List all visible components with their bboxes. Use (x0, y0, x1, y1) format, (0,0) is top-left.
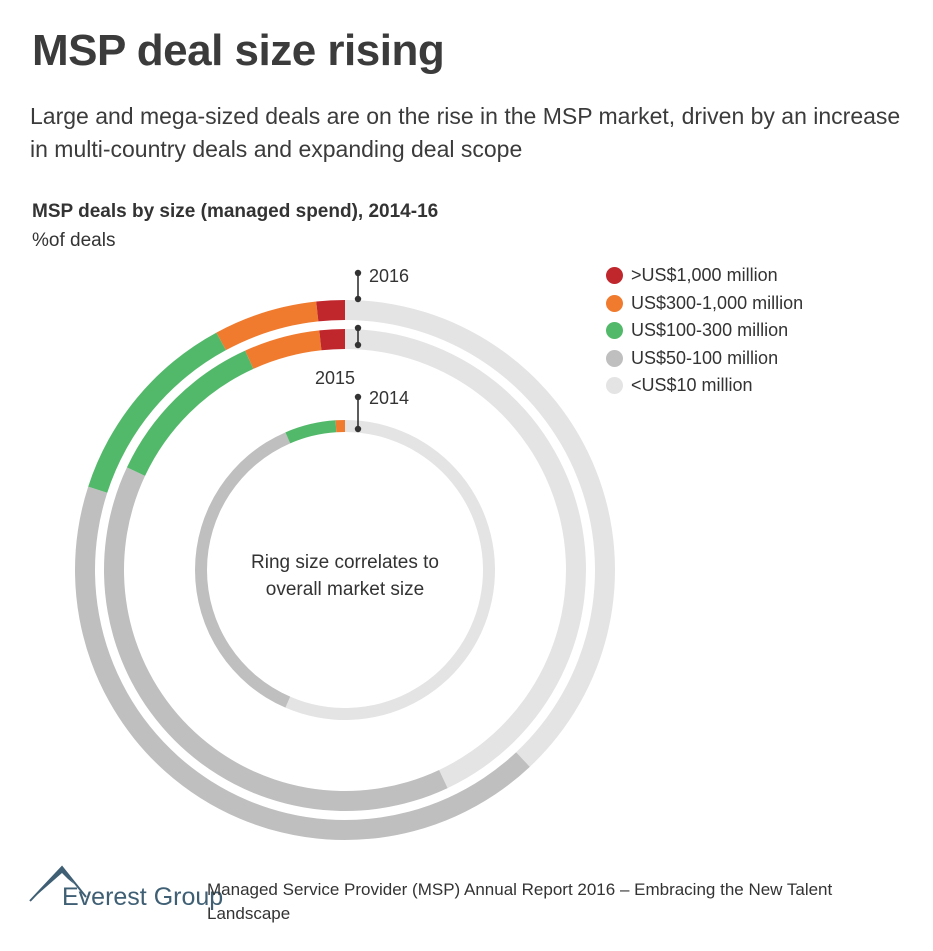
legend-item: <US$10 million (606, 372, 803, 400)
legend-swatch (606, 349, 623, 367)
donut-segment-2016 (316, 300, 345, 322)
donut-segment-2014 (194, 432, 291, 708)
donut-segment-2015 (319, 329, 345, 351)
legend-swatch (606, 377, 623, 395)
legend-label: <US$10 million (631, 375, 753, 396)
center-note-line: Ring size correlates to (251, 552, 439, 573)
year-label: 2016 (369, 266, 409, 286)
legend-item: US$50-100 million (606, 345, 803, 373)
donut-segment-2016 (216, 301, 319, 351)
legend-label: US$100-300 million (631, 320, 789, 341)
legend-item: US$100-300 million (606, 317, 803, 345)
legend-item: >US$1,000 million (606, 262, 803, 290)
legend-swatch (606, 267, 623, 285)
page-subtitle: Large and mega-sized deals are on the ri… (30, 103, 901, 162)
legend-label: US$300-1,000 million (631, 292, 804, 313)
chart-unit-label: %of deals (32, 230, 116, 251)
everest-group-logo: Everest Group (62, 883, 224, 911)
donut-segment-2015 (245, 330, 322, 369)
donut-segment-2014 (335, 420, 345, 433)
donut-segment-2016 (88, 332, 226, 493)
donut-segment-2014 (285, 420, 337, 444)
page-title: MSP deal size rising (32, 26, 445, 75)
everest-mountain-icon (29, 865, 87, 902)
legend-label: >US$1,000 million (631, 265, 778, 286)
chart-legend: >US$1,000 million US$300-1,000 million US$… (606, 262, 803, 400)
year-marker-2016: 2016 (354, 266, 409, 303)
donut-segment-2016 (345, 300, 615, 767)
year-marker-2014: 2014 (354, 388, 409, 433)
chart-title: MSP deals by size (managed spend), 2014-… (32, 201, 439, 222)
legend-label: US$50-100 million (631, 347, 779, 368)
center-note-line: overall market size (266, 579, 424, 600)
legend-item: US$300-1,000 million (606, 290, 803, 318)
source-note: Managed Service Provider (MSP) Annual Re… (207, 880, 833, 923)
year-label: 2014 (369, 388, 409, 408)
year-label: 2015 (315, 368, 355, 388)
legend-swatch (606, 294, 623, 312)
donut-segment-2015 (126, 350, 254, 476)
year-marker-2015: 2015 (315, 324, 362, 388)
legend-swatch (606, 322, 623, 340)
